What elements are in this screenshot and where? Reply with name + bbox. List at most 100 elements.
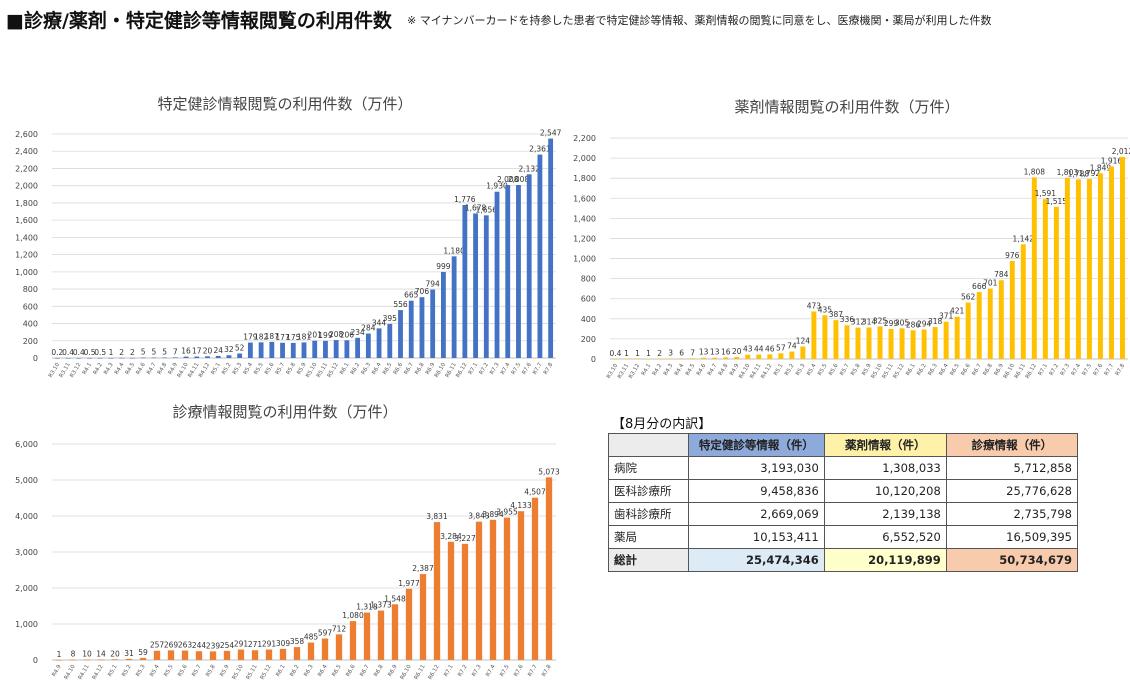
x-tick-label: R5.9	[296, 362, 308, 376]
x-tick-label: R4.1	[82, 362, 93, 376]
x-tick-label: R4.7	[707, 363, 719, 377]
x-tick-label: R6.2	[350, 362, 361, 376]
data-label: 175	[286, 333, 301, 342]
header-cell-tokutei: 特定健診等情報（件）	[688, 433, 825, 457]
table-row: 薬局 10,153,411 6,552,520 16,509,395	[607, 525, 1079, 549]
x-tick-label: R5.1	[107, 664, 118, 678]
data-label: 1,548	[384, 594, 406, 603]
bar	[140, 357, 146, 359]
bar	[734, 356, 740, 359]
bar	[646, 358, 652, 360]
y-tick-label: 200	[581, 335, 596, 344]
x-tick-label: R4.6	[135, 362, 147, 376]
x-tick-label: R6.1	[905, 363, 916, 377]
bar	[844, 325, 850, 359]
data-label: 10	[82, 650, 92, 659]
bar	[430, 289, 436, 358]
data-label: 0.5	[84, 348, 96, 357]
x-tick-label: R4.2	[93, 362, 104, 376]
bar	[405, 588, 413, 660]
y-tick-label: 3,000	[15, 548, 38, 557]
x-tick-label: R5.10	[231, 664, 244, 681]
bar	[377, 610, 385, 660]
x-tick-label: R7.4	[500, 362, 512, 376]
data-label: 31	[124, 649, 134, 658]
y-tick-label: 200	[23, 337, 38, 346]
bar	[932, 327, 938, 359]
total-label: 総計	[607, 548, 690, 572]
bar	[365, 333, 371, 358]
bar	[475, 521, 483, 660]
x-tick-label: R7.7	[1104, 363, 1116, 377]
bar	[921, 329, 927, 359]
data-label: 2,008	[508, 175, 530, 184]
bar	[756, 354, 762, 359]
total-tokutei: 25,474,346	[688, 548, 825, 572]
data-label: 3,843	[468, 512, 490, 521]
x-tick-label: R7.5	[499, 664, 511, 678]
bar	[451, 256, 457, 358]
x-tick-label: R7.5	[511, 362, 523, 376]
x-tick-label: R6.11	[413, 664, 426, 681]
x-tick-label: R7.6	[521, 362, 533, 376]
bar	[613, 358, 618, 360]
x-tick-label: R5.7	[191, 664, 203, 678]
cell-tokutei: 3,193,030	[688, 456, 825, 480]
row-label: 歯科診療所	[607, 502, 690, 526]
data-label: 712	[332, 624, 347, 633]
bar	[447, 541, 455, 660]
bar	[162, 357, 168, 359]
bar	[335, 634, 343, 660]
x-tick-label: R4.12	[760, 363, 773, 380]
x-tick-label: R6.12	[1025, 363, 1038, 380]
x-tick-label: R7.4	[485, 664, 497, 678]
bar	[1053, 206, 1059, 359]
bar	[433, 522, 441, 660]
x-tick-label: R4.1	[641, 363, 652, 377]
bar	[976, 292, 982, 359]
bar	[690, 358, 696, 359]
bar	[387, 323, 393, 358]
bar	[531, 497, 539, 660]
x-tick-label: R7.8	[543, 362, 555, 376]
bar	[223, 650, 231, 660]
y-tick-label: 2,200	[15, 164, 38, 173]
bar	[307, 642, 315, 660]
data-label: 182	[254, 332, 269, 341]
data-label: 201	[308, 331, 323, 340]
bar	[657, 358, 663, 360]
y-tick-label: 800	[23, 285, 38, 294]
y-tick-label: 6,000	[15, 440, 38, 449]
bar	[363, 612, 371, 660]
bar	[778, 353, 784, 359]
header-cell-yakuzai: 薬剤情報（件）	[823, 433, 947, 457]
chart-title: 特定健診情報閲覧の利用件数（万件）	[157, 95, 412, 113]
bar	[526, 174, 532, 358]
data-label: 254	[220, 641, 235, 650]
bar	[279, 648, 287, 660]
data-label: 1,591	[1035, 189, 1057, 198]
bar	[745, 354, 751, 359]
x-tick-label: R6.5	[949, 363, 961, 377]
data-label: 263	[178, 641, 193, 650]
data-label: 1	[57, 650, 62, 659]
bar	[54, 357, 60, 359]
bar	[855, 327, 861, 359]
bar	[1009, 260, 1015, 359]
y-tick-label: 2,200	[573, 134, 596, 143]
page-note: ※ マイナンバーカードを持参した患者で特定健診等情報、薬剤情報の閲覧に同意をし、…	[407, 13, 992, 27]
bar	[83, 659, 91, 661]
x-tick-label: R5.6	[264, 362, 276, 376]
x-tick-label: R6.12	[427, 664, 440, 681]
x-tick-label: R4.9	[51, 664, 63, 678]
bar	[489, 519, 497, 660]
x-tick-label: R6.6	[960, 363, 972, 377]
data-label: 1,916	[1101, 157, 1123, 166]
bar	[954, 316, 960, 359]
bar	[1120, 156, 1125, 359]
bar	[172, 357, 178, 358]
data-label: 13	[710, 348, 720, 357]
row-label: 薬局	[607, 525, 690, 549]
breakdown-table: 特定健診等情報（件） 薬剤情報（件） 診療情報（件） 病院 3,193,030 …	[607, 433, 1079, 572]
data-label: 20	[110, 649, 120, 658]
